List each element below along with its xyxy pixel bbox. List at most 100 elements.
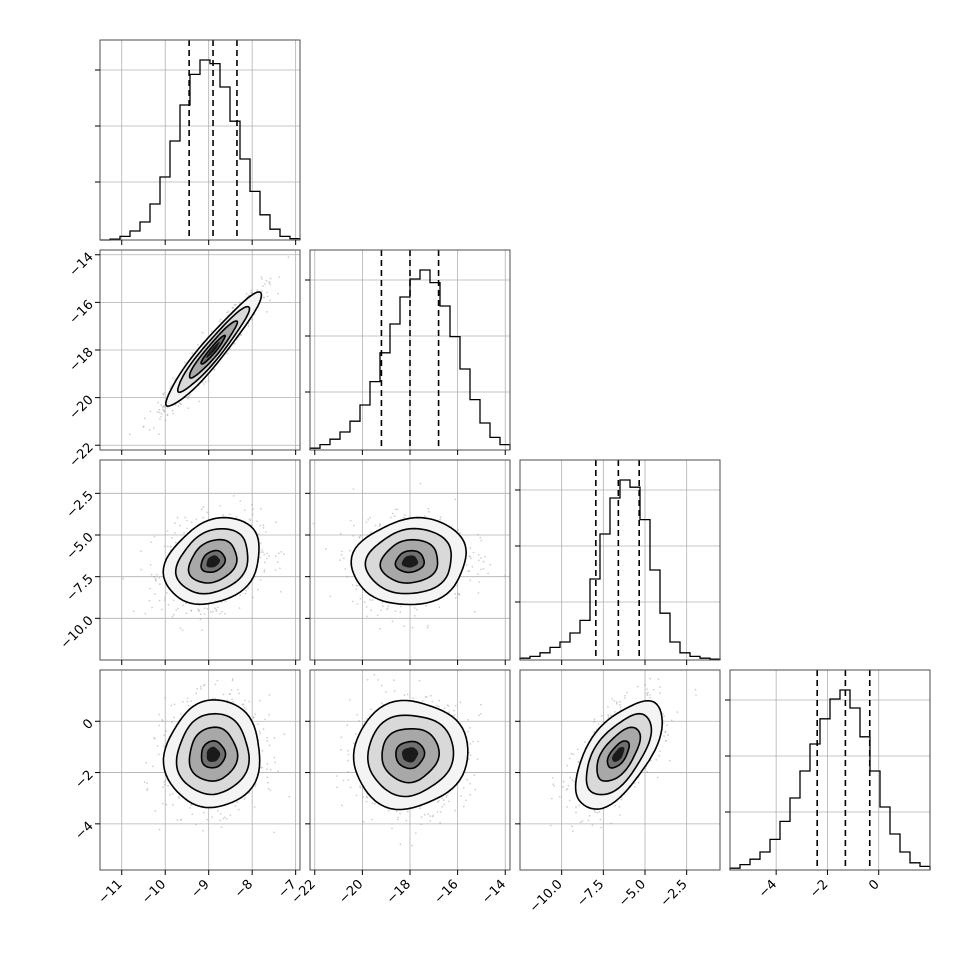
scatter-point: [226, 311, 229, 314]
scatter-point: [162, 405, 165, 408]
scatter-point: [368, 516, 371, 519]
scatter-point: [263, 571, 266, 573]
scatter-point: [202, 506, 205, 508]
scatter-point: [637, 781, 640, 784]
scatter-point: [160, 413, 163, 415]
scatter-point: [266, 295, 269, 298]
scatter-point: [445, 796, 448, 798]
scatter-point: [466, 778, 468, 781]
scatter-point: [200, 508, 203, 511]
scatter-point: [374, 524, 377, 527]
scatter-point: [429, 815, 431, 817]
scatter-point: [227, 310, 230, 313]
scatter-point: [269, 299, 271, 302]
y-tick-label: −10.0: [58, 613, 97, 652]
y-tick-label: 0: [80, 716, 96, 732]
scatter-point: [215, 608, 218, 611]
scatter-point: [446, 794, 448, 797]
scatter-point: [162, 786, 164, 788]
y-tick-label: −2.5: [64, 488, 97, 521]
scatter-point: [399, 611, 402, 614]
scatter-point: [379, 523, 381, 526]
scatter-point: [122, 577, 124, 580]
scatter-point: [365, 521, 368, 524]
scatter-point: [238, 692, 241, 695]
pair-panel-3-1: −22 −20 −18 −16 −14: [289, 669, 511, 907]
scatter-point: [347, 779, 350, 781]
scatter-point: [154, 593, 156, 595]
scatter-point: [338, 559, 341, 562]
scatter-point: [459, 532, 461, 534]
scatter-point: [142, 426, 145, 428]
scatter-point: [359, 597, 362, 600]
scatter-point: [268, 281, 270, 284]
scatter-point: [172, 377, 174, 380]
scatter-point: [172, 599, 175, 602]
scatter-point: [248, 700, 251, 703]
scatter-point: [425, 604, 427, 607]
scatter-point: [186, 527, 189, 530]
scatter-point: [158, 577, 161, 579]
scatter-point: [274, 555, 277, 558]
scatter-point: [202, 665, 204, 667]
scatter-point: [268, 744, 271, 747]
scatter-point: [365, 800, 368, 803]
scatter-point: [369, 598, 371, 601]
scatter-point: [254, 713, 257, 716]
scatter-point: [469, 754, 472, 757]
scatter-point: [277, 552, 280, 555]
scatter-point: [166, 414, 169, 416]
scatter-point: [184, 361, 186, 364]
scatter-point: [153, 535, 156, 538]
scatter-point: [446, 704, 449, 706]
scatter-point: [356, 603, 359, 605]
scatter-point: [356, 713, 359, 716]
pair-panel-2-1: [305, 459, 511, 665]
scatter-point: [252, 716, 255, 718]
scatter-point: [163, 784, 166, 786]
scatter-point: [206, 608, 209, 610]
scatter-point: [171, 793, 174, 795]
contour-line: [164, 291, 263, 408]
scatter-point: [211, 816, 214, 818]
scatter-point: [158, 411, 161, 414]
contour-line: [162, 516, 260, 606]
scatter-point: [392, 679, 395, 682]
scatter-point: [152, 765, 154, 768]
scatter-point: [171, 615, 174, 618]
scatter-point: [148, 599, 151, 602]
panel-content: [312, 482, 506, 630]
scatter-point: [224, 600, 227, 603]
scatter-point: [454, 593, 457, 595]
scatter-point: [428, 510, 430, 513]
scatter-point: [469, 782, 471, 785]
scatter-point: [261, 290, 263, 293]
scatter-point: [438, 705, 440, 708]
scatter-point: [222, 817, 225, 820]
scatter-point: [462, 805, 465, 808]
histogram-step: [729, 689, 931, 870]
scatter-point: [258, 699, 261, 702]
scatter-point: [378, 525, 381, 527]
y-tick-label: −16: [67, 297, 97, 327]
scatter-point: [251, 503, 253, 506]
scatter-point: [189, 394, 191, 396]
panel-content: [128, 256, 290, 436]
scatter-point: [419, 807, 422, 810]
scatter-point: [358, 536, 361, 538]
scatter-point: [399, 812, 401, 815]
scatter-point: [268, 713, 270, 716]
scatter-point: [269, 283, 271, 286]
scatter-point: [222, 514, 225, 516]
scatter-point: [179, 713, 182, 716]
scatter-point: [369, 531, 372, 534]
scatter-point: [226, 352, 229, 355]
scatter-point: [165, 803, 168, 806]
scatter-point: [251, 291, 254, 294]
scatter-point: [467, 730, 469, 733]
scatter-point: [268, 694, 271, 696]
scatter-point: [128, 433, 131, 436]
scatter-point: [273, 736, 276, 739]
scatter-point: [381, 601, 384, 604]
scatter-point: [229, 814, 232, 817]
